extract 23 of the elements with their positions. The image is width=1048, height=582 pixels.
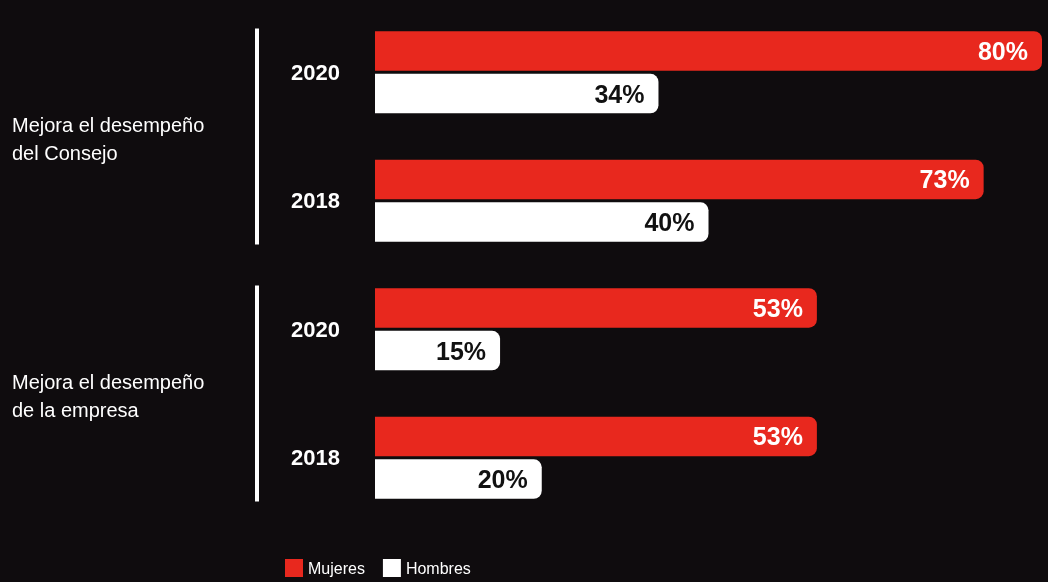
data-label: 40% [644, 208, 695, 237]
data-label: 53% [752, 422, 803, 451]
data-label: 34% [594, 79, 645, 108]
bar [375, 73, 659, 114]
y-tick-label: 2018 [291, 188, 340, 214]
data-label: 20% [477, 465, 528, 494]
bar [375, 202, 709, 242]
data-label: 80% [977, 36, 1028, 65]
data-label: 15% [436, 336, 487, 365]
legend-label: Mujeres [308, 559, 365, 577]
bar [375, 159, 984, 200]
y-tick-label: 2020 [291, 316, 340, 342]
bar [375, 459, 542, 499]
bar [375, 416, 817, 457]
data-label: 73% [919, 165, 970, 194]
y-tick-label: 2018 [291, 445, 340, 471]
text: Mejora el desempeño del Consejo [12, 113, 210, 164]
y-tick-label: 2020 [291, 59, 340, 85]
text: Mejora el desempeño de la empresa [12, 370, 210, 421]
legend-label: Hombres [405, 559, 471, 577]
bar [375, 288, 817, 328]
bar [375, 31, 1042, 71]
data-label: 53% [752, 293, 803, 322]
